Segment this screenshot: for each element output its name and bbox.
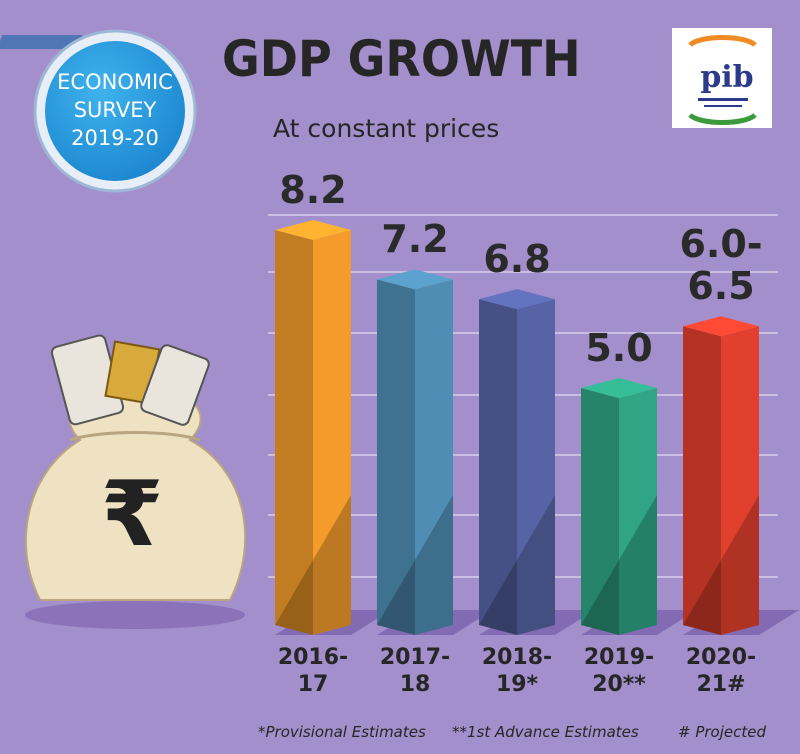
svg-text:₹: ₹: [101, 462, 164, 567]
category-label-0-0: 2016-: [277, 645, 349, 670]
money-bag-icon: ₹: [24, 334, 247, 629]
bar-left-face-2: [479, 299, 517, 635]
bar-right-face-4: [721, 326, 759, 635]
badge-line-2: SURVEY: [73, 98, 157, 122]
value-label-2-0: 6.8: [483, 237, 551, 282]
bar-shading-2: [479, 495, 555, 635]
category-label-4-0: 2020-: [685, 645, 757, 670]
badge-line-3: 2019-20: [71, 126, 159, 150]
bar-left-face-0: [275, 230, 313, 635]
category-label-1-1: 18: [399, 672, 431, 697]
chart-title: GDP GROWTH: [222, 30, 581, 88]
bar-right-face-2: [517, 299, 555, 635]
note-projected: # Projected: [678, 723, 767, 741]
bar-shading-3: [581, 495, 657, 635]
bar-2019-20**: [581, 378, 697, 635]
economic-survey-badge: [0, 29, 197, 193]
bar-2016-17: [275, 220, 391, 635]
value-label-1-0: 7.2: [381, 217, 449, 262]
bar-left-face-1: [377, 279, 415, 635]
bars: [275, 220, 799, 635]
category-label-2-1: 19*: [495, 672, 539, 697]
bar-left-face-4: [683, 326, 721, 635]
bar-top-face-1: [377, 269, 453, 290]
value-label-3-0: 5.0: [585, 326, 653, 371]
category-label-4-1: 21#: [696, 672, 746, 697]
category-label-3-0: 2019-: [583, 645, 655, 670]
category-label-0-1: 17: [297, 672, 329, 697]
bar-shading-1: [377, 495, 453, 635]
note-provisional: *Provisional Estimates: [258, 723, 426, 741]
chart-subtitle: At constant prices: [273, 114, 500, 143]
bar-right-face-3: [619, 388, 657, 635]
bar-right-face-1: [415, 279, 453, 635]
bar-2017-18: [377, 269, 493, 635]
value-label-0-0: 8.2: [279, 168, 347, 212]
bar-top-face-4: [683, 316, 759, 337]
bar-top-face-0: [275, 220, 351, 240]
category-label-2-0: 2018-: [481, 645, 553, 670]
pib-logo-text: pib: [700, 60, 754, 95]
bar-2020-21#: [683, 316, 799, 635]
category-label-1-0: 2017-: [379, 645, 451, 670]
bar-2018-19*: [479, 289, 595, 635]
note-advance: **1st Advance Estimates: [452, 723, 639, 741]
bar-right-face-0: [313, 230, 351, 635]
pib-logo: [672, 28, 772, 128]
bar-left-face-3: [581, 388, 619, 635]
bar-top-face-2: [479, 289, 555, 310]
value-label-4-0: 6.0-: [679, 222, 763, 267]
value-label-4-1: 6.5: [687, 264, 755, 309]
bar-shading-0: [275, 495, 351, 635]
category-label-3-1: 20**: [592, 672, 646, 697]
badge-line-1: ECONOMIC: [57, 70, 173, 94]
bar-top-face-3: [581, 378, 657, 399]
bar-shading-4: [683, 495, 759, 635]
